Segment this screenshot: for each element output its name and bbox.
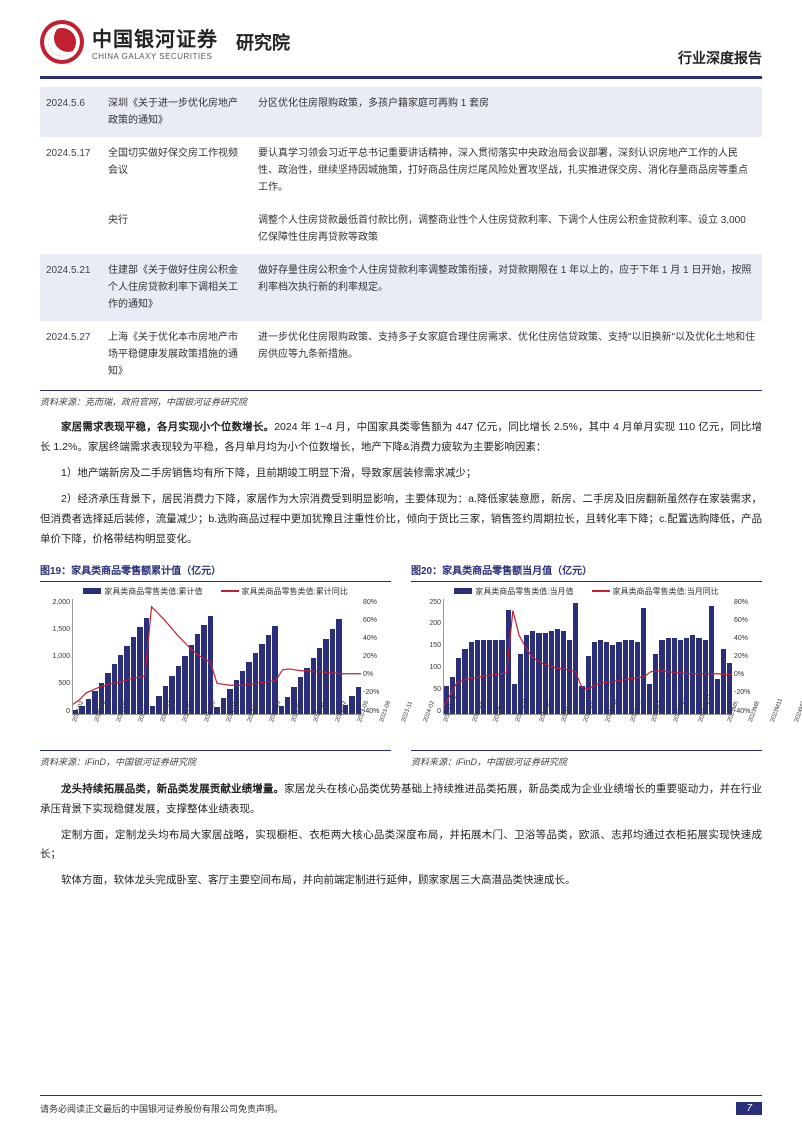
page-header: 中国银河证券 CHINA GALAXY SECURITIES 研究院 行业深度报… (40, 20, 762, 68)
paragraph-6: 软体方面，软体龙头完成卧室、客厅主要空间布局，并向前端定制进行延伸，顾家家居三大… (40, 871, 762, 891)
chart20-yaxis-left: 250200150100500 (413, 599, 441, 715)
chart19-yaxis-right: 80%60%40%20%0%-20%-40% (363, 599, 389, 715)
chart20-legend-line: 家具类商品零售类值:当月同比 (592, 586, 719, 597)
logo-dept: 研究院 (236, 29, 290, 55)
p4-bold: 龙头持续拓展品类，新品类发展贡献业绩增量。 (61, 783, 284, 795)
chart19-line (73, 599, 361, 714)
chart20-yaxis-right: 80%60%40%20%0%-20%-40% (734, 599, 760, 715)
paragraph-1: 家居需求表现平稳，各月实现小个位数增长。2024 年 1~4 月，中国家具类零售… (40, 418, 762, 458)
header-divider (40, 76, 762, 79)
paragraph-2: 1）地产端新房及二手房销售均有所下降，且前期竣工明显下滑，导致家居装修需求减少； (40, 464, 762, 484)
report-type: 行业深度报告 (678, 48, 762, 68)
table-row: 2024.5.21住建部《关于做好住房公积金个人住房贷款利率下调相关工作的通知》… (40, 254, 762, 321)
table-row: 2024.5.17全国切实做好保交房工作视频会议要认真学习领会习近平总书记重要讲… (40, 137, 762, 204)
chart19-xaxis: 2020-022020-052020-082020-112021-022021-… (72, 715, 361, 731)
p1-bold: 家居需求表现平稳，各月实现小个位数增长。 (61, 421, 274, 433)
footer-disclaimer: 请务必阅读正文最后的中国银河证券股份有限公司免责声明。 (40, 1102, 283, 1115)
page-footer: 请务必阅读正文最后的中国银河证券股份有限公司免责声明。 7 (40, 1095, 762, 1115)
table-source: 资料来源：克而瑞，政府官网，中国银河证券研究院 (40, 395, 762, 408)
chart19-legend-bar: 家具类商品零售类值:累计值 (83, 586, 202, 597)
chart20-line (444, 599, 732, 714)
paragraph-4: 龙头持续拓展品类，新品类发展贡献业绩增量。家居龙头在核心品类优势基础上持续推进品… (40, 780, 762, 820)
table-row: 2024.5.6深圳《关于进一步优化房地产政策的通知》分区优化住房限购政策，多孩… (40, 87, 762, 137)
table-bottom-divider (40, 390, 762, 391)
logo-en: CHINA GALAXY SECURITIES (92, 52, 218, 61)
table-row: 央行调整个人住房贷款最低首付款比例，调整商业性个人住房贷款利率、下调个人住房公积… (40, 204, 762, 254)
logo-block: 中国银河证券 CHINA GALAXY SECURITIES 研究院 (40, 20, 290, 64)
chart19-yaxis-left: 2,0001,5001,0005000 (42, 599, 70, 715)
chart-19: 图19：家具类商品零售额累计值（亿元） 家具类商品零售类值:累计值 家具类商品零… (40, 562, 391, 778)
policy-table: 2024.5.6深圳《关于进一步优化房地产政策的通知》分区优化住房限购政策，多孩… (40, 87, 762, 388)
chart19-title: 图19：家具类商品零售额累计值（亿元） (40, 562, 391, 577)
chart20-legend-bar: 家具类商品零售类值:当月值 (454, 586, 573, 597)
paragraph-3: 2）经济承压背景下，居民消费力下降，家居作为大宗消费受到明显影响，主要体现为：a… (40, 490, 762, 550)
logo-cn: 中国银河证券 (92, 23, 218, 52)
chart20-source: 资料来源：iFinD，中国银河证券研究院 (411, 755, 762, 768)
chart20-xaxis: 2020M1~22020M52020M82020M112021M32021M62… (443, 715, 732, 731)
chart19-source: 资料来源：iFinD，中国银河证券研究院 (40, 755, 391, 768)
charts-row: 图19：家具类商品零售额累计值（亿元） 家具类商品零售类值:累计值 家具类商品零… (40, 562, 762, 778)
page-number: 7 (736, 1102, 762, 1115)
table-row: 2024.5.27上海《关于优化本市房地产市场平稳健康发展政策措施的通知》进一步… (40, 321, 762, 388)
chart20-title: 图20：家具类商品零售额当月值（亿元） (411, 562, 762, 577)
chart-20: 图20：家具类商品零售额当月值（亿元） 家具类商品零售类值:当月值 家具类商品零… (411, 562, 762, 778)
paragraph-5: 定制方面，定制龙头均布局大家居战略，实现橱柜、衣柜两大核心品类深度布局，并拓展木… (40, 826, 762, 866)
galaxy-logo-icon (40, 20, 84, 64)
chart19-legend-line: 家具类商品零售类值:累计同比 (221, 586, 348, 597)
